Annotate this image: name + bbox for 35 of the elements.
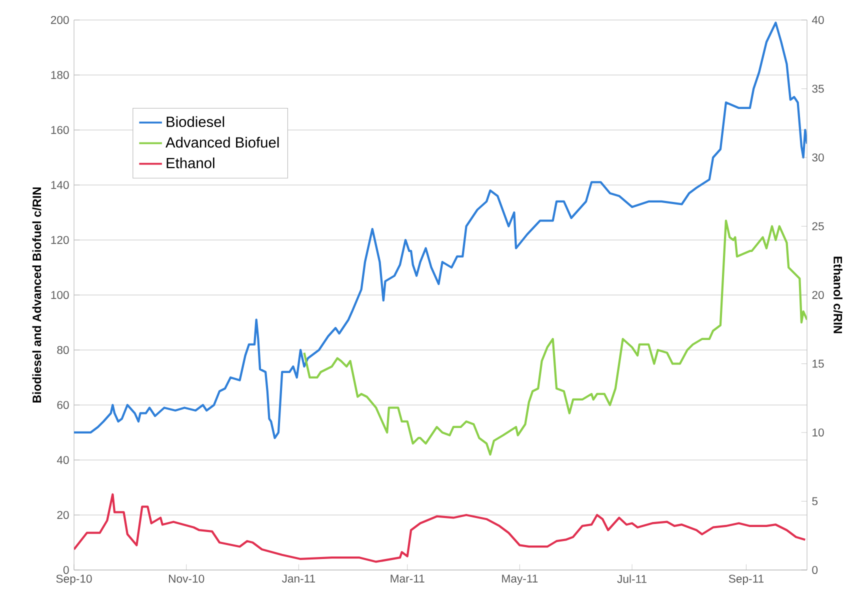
x-tick-label: Sep-11: [728, 574, 764, 585]
legend-label: Biodiesel: [166, 116, 224, 128]
legend-label: Advanced Biofuel: [166, 136, 279, 148]
y-tick-label: 60: [57, 400, 69, 409]
x-tick-label: Sep-10: [56, 574, 92, 585]
y-tick-label: 140: [51, 180, 69, 189]
legend-label: Ethanol: [166, 158, 214, 168]
y-tick-label: 100: [51, 290, 69, 299]
y2-tick-label: 15: [812, 360, 824, 368]
x-tick-label: May-11: [502, 574, 538, 585]
x-tick-label: Jul-11: [617, 574, 646, 584]
y-tick-label: 180: [51, 70, 69, 79]
x-tick-label: Mar-11: [390, 574, 424, 583]
y2-tick-label: 0: [812, 566, 818, 574]
y-tick-label: 0: [63, 566, 69, 574]
y-tick-label: 200: [50, 16, 69, 24]
x-tick-label: Nov-10: [169, 574, 204, 583]
y-tick-label: 20: [57, 510, 69, 519]
y2-axis-title: Ethanol c/RIN: [833, 256, 842, 334]
y2-tick-label: 20: [812, 290, 824, 299]
y2-tick-label: 40: [812, 16, 824, 24]
line-series: [74, 493, 806, 563]
y2-tick-label: 10: [812, 428, 824, 436]
y2-tick-label: 30: [812, 153, 824, 162]
line-series: [303, 220, 808, 456]
x-tick-label: Jan-11: [282, 574, 316, 583]
y2-tick-label: 25: [812, 222, 824, 230]
y-tick-label: 160: [51, 126, 69, 134]
y-tick-label: 80: [57, 346, 69, 354]
y2-tick-label: 35: [812, 84, 824, 93]
y2-tick-label: 5: [812, 497, 818, 506]
line-series: [74, 22, 808, 440]
y-tick-label: 120: [51, 236, 69, 244]
y-tick-label: 40: [56, 456, 69, 464]
y-axis-title: Biodiesel and Advanced Biofuel c/RIN: [32, 187, 42, 403]
